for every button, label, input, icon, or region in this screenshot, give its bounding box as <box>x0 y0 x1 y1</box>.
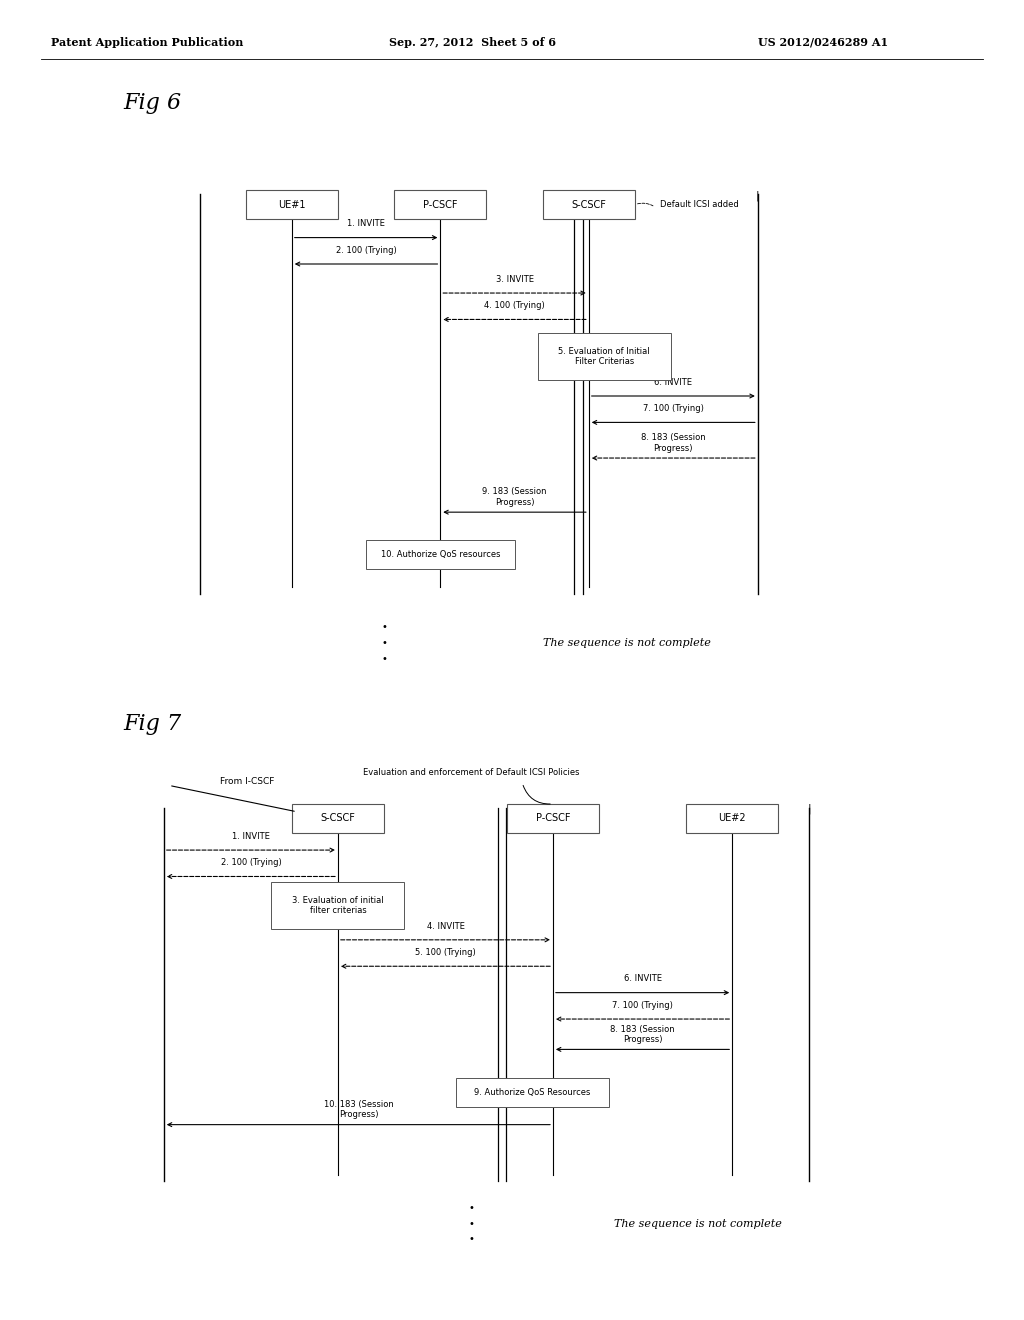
Text: Sep. 27, 2012  Sheet 5 of 6: Sep. 27, 2012 Sheet 5 of 6 <box>389 37 556 48</box>
Text: S-CSCF: S-CSCF <box>321 813 355 824</box>
Text: 1. INVITE: 1. INVITE <box>232 832 269 841</box>
Text: Default ICSI added: Default ICSI added <box>660 201 739 209</box>
Text: Evaluation and enforcement of Default ICSI Policies: Evaluation and enforcement of Default IC… <box>362 768 580 776</box>
Text: •: • <box>381 653 387 664</box>
Text: 4. INVITE: 4. INVITE <box>427 921 464 931</box>
Text: •: • <box>381 638 387 648</box>
Text: P-CSCF: P-CSCF <box>423 199 458 210</box>
Text: The sequence is not complete: The sequence is not complete <box>543 638 711 648</box>
Text: 6. INVITE: 6. INVITE <box>654 378 692 387</box>
FancyBboxPatch shape <box>507 804 599 833</box>
Text: 7. 100 (Trying): 7. 100 (Trying) <box>612 1001 673 1010</box>
Text: 7. 100 (Trying): 7. 100 (Trying) <box>643 404 703 413</box>
Text: UE#2: UE#2 <box>719 813 745 824</box>
Text: 5. 100 (Trying): 5. 100 (Trying) <box>415 948 476 957</box>
Text: •: • <box>381 622 387 632</box>
FancyBboxPatch shape <box>292 804 384 833</box>
Text: 10. 183 (Session
Progress): 10. 183 (Session Progress) <box>324 1100 393 1119</box>
FancyBboxPatch shape <box>538 333 671 380</box>
FancyBboxPatch shape <box>367 540 514 569</box>
FancyBboxPatch shape <box>456 1078 609 1107</box>
Text: 3. INVITE: 3. INVITE <box>496 275 534 284</box>
Text: The sequence is not complete: The sequence is not complete <box>614 1218 782 1229</box>
Text: Patent Application Publication: Patent Application Publication <box>51 37 244 48</box>
Text: Fig 7: Fig 7 <box>123 713 181 735</box>
FancyBboxPatch shape <box>543 190 635 219</box>
Text: 4. 100 (Trying): 4. 100 (Trying) <box>484 301 545 310</box>
Text: 10. Authorize QoS resources: 10. Authorize QoS resources <box>381 550 500 558</box>
Text: S-CSCF: S-CSCF <box>571 199 606 210</box>
Text: •: • <box>468 1234 474 1245</box>
Text: Fig 6: Fig 6 <box>123 92 181 115</box>
FancyBboxPatch shape <box>686 804 778 833</box>
Text: 8. 183 (Session
Progress): 8. 183 (Session Progress) <box>610 1024 675 1044</box>
Text: US 2012/0246289 A1: US 2012/0246289 A1 <box>758 37 888 48</box>
Text: UE#1: UE#1 <box>279 199 305 210</box>
Text: |: | <box>756 190 760 201</box>
FancyBboxPatch shape <box>246 190 338 219</box>
Text: 6. INVITE: 6. INVITE <box>624 974 662 983</box>
Text: •: • <box>468 1203 474 1213</box>
Text: 8. 183 (Session
Progress): 8. 183 (Session Progress) <box>641 433 706 453</box>
Text: |: | <box>807 804 811 814</box>
Text: From I-CSCF: From I-CSCF <box>220 777 274 785</box>
Text: •: • <box>468 1218 474 1229</box>
Text: 1. INVITE: 1. INVITE <box>347 219 385 228</box>
Text: 2. 100 (Trying): 2. 100 (Trying) <box>336 246 396 255</box>
Text: P-CSCF: P-CSCF <box>536 813 570 824</box>
FancyBboxPatch shape <box>394 190 486 219</box>
Text: 9. 183 (Session
Progress): 9. 183 (Session Progress) <box>482 487 547 507</box>
FancyBboxPatch shape <box>271 882 404 929</box>
Text: 2. 100 (Trying): 2. 100 (Trying) <box>220 858 282 867</box>
Text: 9. Authorize QoS Resources: 9. Authorize QoS Resources <box>474 1089 591 1097</box>
Text: 3. Evaluation of initial
filter criterias: 3. Evaluation of initial filter criteria… <box>292 896 384 915</box>
Text: 5. Evaluation of Initial
Filter Criterias: 5. Evaluation of Initial Filter Criteria… <box>558 347 650 366</box>
